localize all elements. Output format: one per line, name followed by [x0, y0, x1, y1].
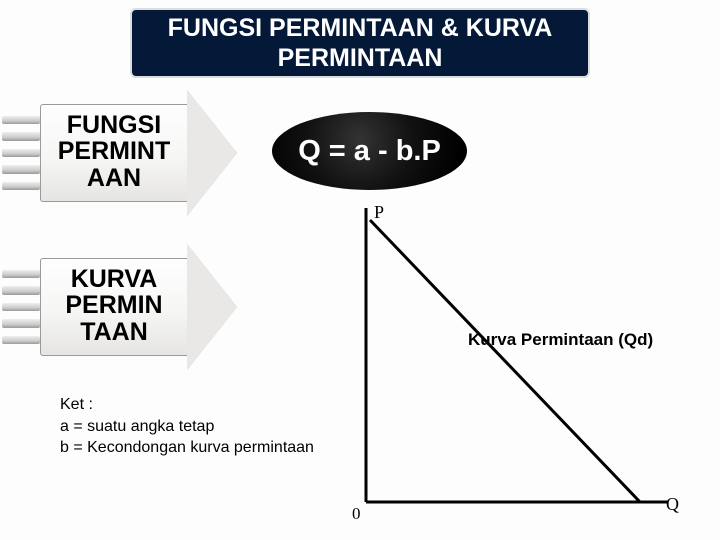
axis-label-q: Q [666, 494, 679, 515]
arrow-label-2: KURVA PERMIN TAAN [46, 266, 182, 345]
arrow-head [187, 90, 237, 216]
arrow-label-1: FUNGSI PERMINT AAN [46, 112, 182, 191]
arrow-stripes [2, 270, 40, 344]
legend-line-a: a = suatu angka tetap [60, 416, 314, 438]
formula-ellipse: Q = a - b.P [272, 112, 467, 190]
arrow-head [187, 244, 237, 370]
page-title: FUNGSI PERMINTAAN & KURVA PERMINTAAN [130, 8, 590, 78]
axis-label-p: P [374, 202, 384, 223]
axis-origin: 0 [352, 504, 361, 524]
curve-label: Kurva Permintaan (Qd) [468, 330, 653, 350]
chart-svg [348, 202, 686, 530]
arrow-fungsi-permintaan: FUNGSI PERMINT AAN [40, 104, 235, 202]
legend-heading: Ket : [60, 394, 314, 416]
arrow-stripes [2, 116, 40, 190]
legend-block: Ket : a = suatu angka tetap b = Kecondon… [60, 394, 314, 459]
arrow-kurva-permintaan: KURVA PERMIN TAAN [40, 258, 235, 356]
legend-line-b: b = Kecondongan kurva permintaan [60, 437, 314, 459]
demand-curve-chart: P Q 0 Kurva Permintaan (Qd) [348, 202, 686, 530]
demand-curve-line [370, 220, 640, 502]
